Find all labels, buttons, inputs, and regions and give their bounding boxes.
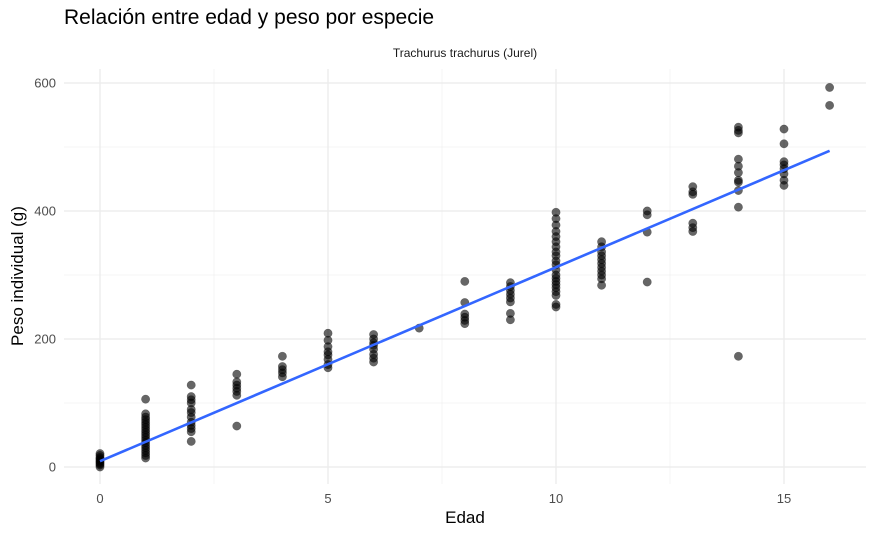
data-point — [688, 182, 698, 192]
data-point — [779, 124, 789, 134]
chart-title: Relación entre edad y peso por especie — [64, 6, 435, 29]
data-point — [597, 237, 607, 247]
data-point — [186, 380, 196, 390]
data-point — [460, 276, 470, 286]
x-axis-ticks: 0 5 10 15 — [96, 491, 791, 506]
x-axis-label: Edad — [445, 508, 485, 527]
regression-line — [99, 149, 831, 463]
data-point — [277, 351, 287, 361]
data-point — [825, 100, 835, 110]
major-gridlines — [64, 69, 866, 484]
x-tick-label: 0 — [96, 491, 103, 506]
data-point — [232, 369, 242, 379]
x-tick-label: 5 — [324, 491, 331, 506]
y-tick-label: 400 — [34, 204, 56, 219]
data-point — [232, 421, 242, 431]
x-tick-label: 10 — [549, 491, 563, 506]
data-point — [141, 394, 151, 404]
data-point — [186, 392, 196, 402]
y-tick-label: 600 — [34, 76, 56, 91]
data-point — [642, 206, 652, 216]
data-point — [460, 309, 470, 319]
data-point — [733, 154, 743, 164]
data-point — [779, 157, 789, 167]
scatter-points — [95, 83, 835, 472]
data-point — [141, 409, 151, 419]
y-tick-label: 200 — [34, 332, 56, 347]
data-point — [733, 122, 743, 132]
y-axis-ticks: 0 200 400 600 — [34, 76, 56, 475]
regression-line-path — [99, 149, 831, 463]
data-point — [369, 330, 379, 339]
data-point — [551, 299, 561, 309]
data-point — [733, 202, 743, 212]
data-point — [186, 436, 196, 446]
data-point — [733, 351, 743, 361]
data-point — [95, 449, 105, 459]
x-tick-label: 15 — [777, 491, 791, 506]
data-point — [688, 218, 698, 228]
data-point — [642, 277, 652, 287]
data-point — [323, 328, 333, 338]
y-tick-label: 0 — [49, 460, 56, 475]
data-point — [825, 83, 835, 92]
data-point — [733, 175, 743, 185]
data-point — [779, 139, 789, 149]
facet-strip-label: Trachurus trachurus (Jurel) — [392, 46, 538, 60]
data-point — [551, 207, 561, 217]
data-point — [505, 308, 515, 318]
data-point — [232, 377, 242, 387]
data-point — [277, 362, 287, 371]
minor-gridlines — [64, 69, 866, 484]
